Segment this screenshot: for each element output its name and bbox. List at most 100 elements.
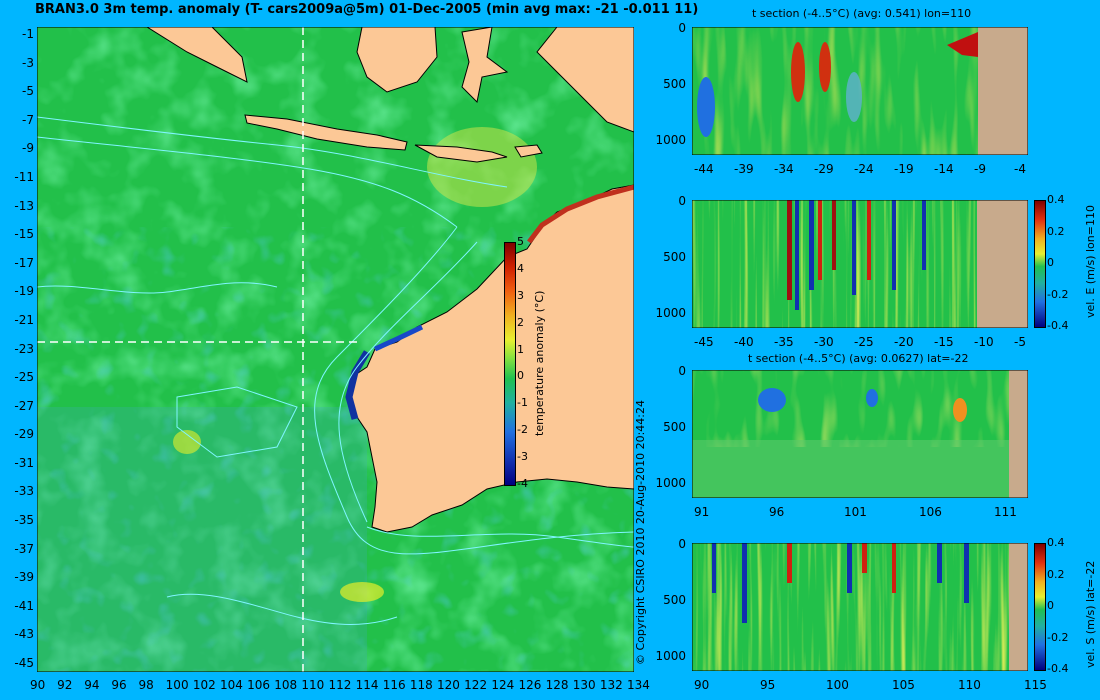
panel-4-x-axis: 90 95 100 105 110 115 [692,678,1047,694]
panel-3-plot[interactable] [692,370,1028,498]
panel-colorbar-tick-label: 0.4 [1047,536,1065,549]
panel-x-tick-label: 90 [694,678,710,692]
lon-tick-label: 98 [138,678,154,692]
lat-tick-label: -25 [14,370,34,385]
lon-tick-label: 106 [247,678,270,692]
panel-2-y-axis: 0 500 1000 [650,194,690,328]
lon-tick-label: 118 [409,678,433,692]
colorbar-tick-label: -2 [517,423,528,437]
colorbar-tick-label: 5 [517,235,524,248]
lon-tick-label: 114 [355,678,379,692]
panel-x-tick-label: 111 [994,505,1017,519]
panel-y-tick-label: 500 [663,420,686,434]
map-lat-axis: -1 -3 -5 -7 -9 -11 -13 -15 -17 -19 -21 -23 -25 -27 -29… [0,27,36,672]
lat-tick-label: -43 [14,627,34,642]
lat-tick-label: -13 [14,198,34,213]
lat-tick-label: -11 [14,169,34,184]
lat-tick-label: -23 [14,341,34,356]
panel-x-tick-label: 110 [958,678,981,692]
panel-x-tick-label: -15 [934,335,954,349]
panel-x-tick-label: -20 [894,335,914,349]
panel-y-tick-label: 0 [678,364,686,378]
panel-x-tick-label: 105 [892,678,915,692]
panel-y-tick-label: 500 [663,593,686,607]
lon-tick-label: 128 [545,678,569,692]
panel-x-tick-label: -35 [774,335,794,349]
lon-tick-label: 94 [84,678,100,692]
panel-x-tick-label: 96 [769,505,785,519]
panel-x-tick-label: -30 [814,335,834,349]
lon-tick-label: 126 [518,678,542,692]
map-lon-axis: 90 92 94 96 98 100 102 104 106 108 110 112 114 116 118… [30,678,650,696]
lon-tick-label: 100 [165,678,189,692]
panel-y-tick-label: 0 [678,21,686,35]
panel-x-tick-label: 91 [694,505,710,519]
anomaly-map[interactable] [37,27,634,672]
panel-4-colorbar [1034,543,1046,671]
lat-tick-label: -7 [22,112,34,127]
lon-tick-label: 124 [491,678,515,692]
panel-2-colorbar-ticks: 0.4 0.2 0 -0.2 -0.4 [1047,193,1077,332]
colorbar-tick-label: -3 [517,450,528,464]
panel-2-colorbar-label: vel. E (m/s) lon=110 [1084,205,1097,318]
panel-colorbar-tick-label: 0 [1047,256,1054,269]
panel-y-tick-label: 1000 [655,476,686,490]
page-title: BRAN3.0 3m temp. anomaly (T- cars2009a@5… [35,2,699,17]
panel-x-tick-label: 100 [826,678,849,692]
lat-tick-label: -17 [14,255,34,270]
lat-tick-label: -9 [22,141,34,156]
map-colorbar-label: temperature anomaly (°C) [533,290,546,436]
lat-tick-label: -41 [14,598,34,613]
map-colorbar [504,242,516,486]
panel-2-plot[interactable] [692,200,1028,328]
lat-tick-label: -31 [14,455,34,470]
panel-colorbar-tick-label: -0.4 [1047,662,1069,675]
lon-tick-label: 90 [30,678,46,692]
panel-3-x-axis: 91 96 101 106 111 [692,505,1028,521]
panel-1-y-axis: 0 500 1000 [650,21,690,155]
lon-tick-label: 132 [599,678,623,692]
panel-y-tick-label: 1000 [655,306,686,320]
lat-tick-label: -3 [22,55,34,70]
lat-tick-label: -45 [14,656,34,670]
lat-tick-label: -27 [14,398,34,413]
panel-colorbar-tick-label: 0 [1047,599,1054,612]
lat-tick-label: -5 [22,84,34,99]
lat-tick-label: -37 [14,541,34,556]
panel-3-y-axis: 0 500 1000 [650,364,690,498]
lat-tick-label: -19 [14,284,34,299]
panel-y-tick-label: 1000 [655,133,686,147]
panel-y-tick-label: 0 [678,537,686,551]
panel-x-tick-label: 101 [844,505,867,519]
panel-x-tick-label: -9 [974,162,986,176]
panel-3-title: t section (-4..5°C) (avg: 0.0627) lat=-2… [748,352,969,365]
panel-x-tick-label: -34 [774,162,794,176]
panel-x-tick-label: -10 [974,335,994,349]
panel-2-colorbar [1034,200,1046,328]
lat-tick-label: -21 [14,312,34,327]
panel-4-plot[interactable] [692,543,1028,671]
panel-4-colorbar-ticks: 0.4 0.2 0 -0.2 -0.4 [1047,536,1077,675]
panel-colorbar-tick-label: 0.2 [1047,567,1065,581]
lon-tick-label: 134 [627,678,650,692]
panel-colorbar-tick-label: -0.2 [1047,630,1069,644]
colorbar-tick-label: 4 [517,261,524,275]
panel-x-tick-label: 115 [1024,678,1047,692]
panel-x-tick-label: -4 [1014,162,1026,176]
panel-y-tick-label: 500 [663,250,686,264]
panel-4-colorbar-label: vel. S (m/s) lat=-22 [1084,560,1097,668]
panel-1-title: t section (-4..5°C) (avg: 0.541) lon=110 [752,7,972,20]
lat-tick-label: -39 [14,570,34,585]
lat-tick-label: -1 [22,27,34,41]
colorbar-tick-label: -4 [517,477,528,490]
lat-tick-label: -33 [14,484,34,499]
lon-tick-label: 110 [301,678,325,692]
colorbar-tick-label: 1 [517,342,524,356]
lon-tick-label: 108 [274,678,298,692]
panel-colorbar-tick-label: 0.4 [1047,193,1065,206]
panel-y-tick-label: 500 [663,77,686,91]
panel-4-y-axis: 0 500 1000 [650,537,690,671]
lon-tick-label: 122 [464,678,488,692]
panel-colorbar-tick-label: 0.2 [1047,224,1065,238]
panel-1-plot[interactable] [692,27,1028,155]
